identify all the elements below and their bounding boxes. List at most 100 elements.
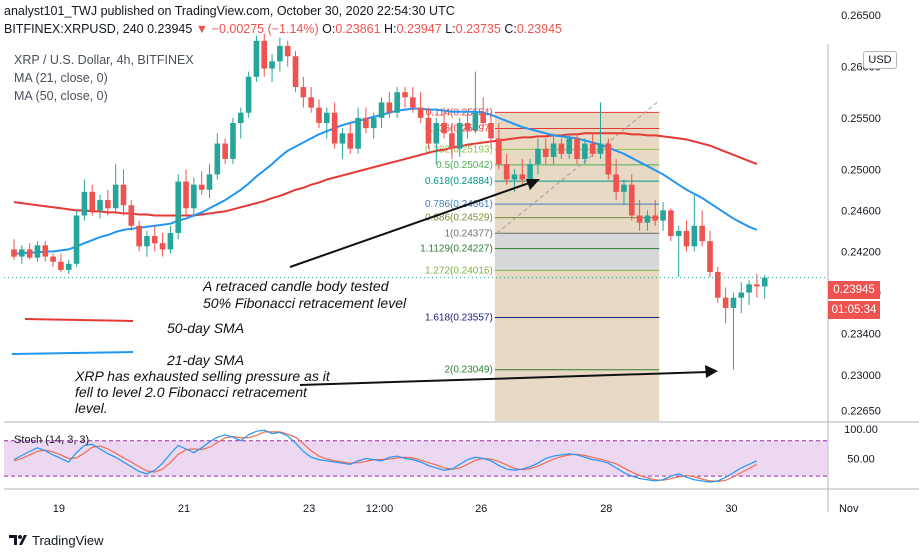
candle-body [363,117,369,129]
candle-body [120,184,127,206]
candle-body [26,249,33,258]
fib-level-label: 1.618(0.23557) [425,313,493,324]
ma21-legend: MA (21, close, 0) [14,71,108,85]
fib-level-label: 1(0.24377) [444,228,492,239]
open-value: 0.23861 [335,22,381,36]
candle-body [621,184,627,192]
candle-body [50,256,56,262]
sma21-legend-swatch [11,351,134,355]
candle-body [34,245,41,258]
candle-body [660,210,666,221]
candle-body [691,225,698,247]
candle-body [480,112,486,124]
stoch-k-line [13,429,758,483]
candle-body [245,76,252,113]
candle-body [191,184,197,209]
candle-body [558,143,565,154]
high-label: H: [384,22,397,36]
candle-body [488,123,494,139]
tradingview-label: TradingView [32,533,104,548]
candle-body [378,102,385,118]
x-tick-label: Nov [839,503,859,515]
candle-body [331,112,338,144]
candle-body [214,143,221,175]
sma50-annotation: 50-day SMA [167,320,244,336]
candle-body [417,107,424,118]
candle-body [402,92,408,98]
candle-body [65,263,72,270]
open-label: O: [322,22,336,36]
candle-body [441,123,447,134]
candle-body [715,272,721,298]
y-tick-label: 0.23000 [841,370,881,382]
annotation-exhausted-line: level. [75,400,108,416]
candle-body [253,40,260,77]
candle-body [370,117,377,129]
candle-body [324,112,330,124]
candle-body [183,181,189,209]
candle-body [675,230,682,237]
publisher-line: analyst101_TWJ published on TradingView.… [4,4,455,18]
candle-body [707,241,713,273]
arrow-head-icon [705,365,718,378]
change-value: −0.00275 (−1.14%) [211,22,319,36]
x-tick-label: 12:00 [366,503,394,515]
candle-body [339,133,346,144]
y-tick-label: 0.25500 [841,113,881,125]
candle-body [566,138,573,154]
candle-body [308,97,314,108]
candle-body [19,249,25,257]
last-price-tag: 0.23945 [828,281,880,299]
candle-body [668,210,674,237]
candle-body [754,284,760,287]
candle-body [167,232,174,250]
candle-body [206,174,213,190]
candle-body [511,174,518,180]
fib-level-label: 0.886(0.24529) [425,213,493,224]
candle-body [636,215,643,223]
candle-body [738,292,745,298]
candle-body [628,184,635,216]
candle-body [222,143,228,159]
candle-body [550,143,557,157]
countdown-tag: 01:05:34 [828,301,880,319]
candle-body [722,297,729,308]
candle-body [73,215,80,264]
candle-body [574,138,580,159]
sma21-annotation: 21-day SMA [166,352,244,368]
candle-body [97,200,103,211]
down-arrow-icon: ▼ [195,22,209,36]
fib-zone-middle [494,233,660,271]
arrow-head-icon [526,179,540,190]
candle-body [433,123,440,144]
candle-body [316,107,322,124]
tradingview-logo[interactable]: TradingView [8,533,104,548]
fib-zone-lower [494,270,660,421]
chart-legend-title: XRP / U.S. Dollar, 4h, BITFINEX [14,53,194,67]
candle-body [761,277,768,287]
candle-body [175,181,182,233]
ma50-line [13,132,758,217]
symbol-line: BITFINEX:XRPUSD, 240 0.23945 ▼ −0.00275 … [4,22,562,36]
candle-body [284,45,291,57]
close-value: 0.23945 [516,22,562,36]
candle-body [746,284,752,293]
currency-button[interactable]: USD [863,51,897,69]
candle-body [730,297,737,308]
candle-body [542,148,549,157]
candle-body [449,133,455,149]
y-tick-label: 0.23400 [841,329,881,341]
fib-level-label: 2(0.23049) [444,365,492,376]
y-tick-label: 0.22650 [841,406,881,418]
close-label: C: [504,22,517,36]
annotation-arrow-retrace [289,181,533,268]
low-value: 0.23735 [455,22,501,36]
candle-body [394,92,400,113]
fib-level-label: 1.272(0.24016) [425,265,493,276]
candle-body [144,236,150,247]
stoch-tick-label: 50.00 [847,453,875,465]
candle-body [582,143,588,159]
stoch-label: Stoch (14, 3, 3) [14,434,89,446]
low-label: L: [445,22,456,36]
